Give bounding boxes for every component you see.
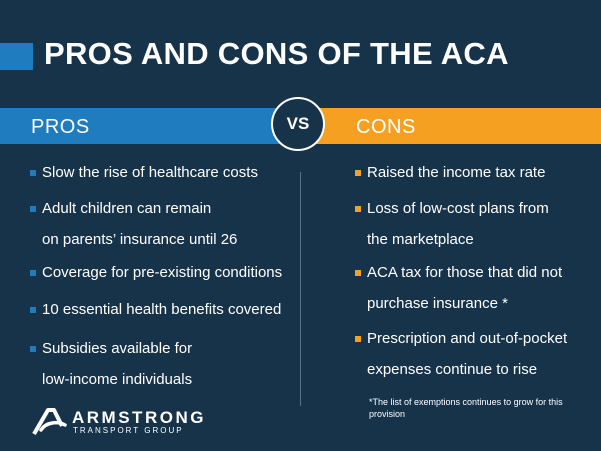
pros-item-text: Subsidies available for — [42, 340, 193, 357]
cons-item-text: the marketplace — [367, 231, 474, 248]
pros-bullet-icon — [30, 307, 36, 313]
cons-item-text: ACA tax for those that did not — [367, 264, 563, 281]
pros-header-band: PROS — [0, 108, 300, 144]
company-logo: ARMSTRONG TRANSPORT GROUP — [32, 408, 222, 438]
logo-tagline: TRANSPORT GROUP — [73, 426, 184, 435]
cons-bullet-icon — [355, 170, 361, 176]
pros-bullet-icon — [30, 206, 36, 212]
column-divider — [300, 172, 301, 406]
cons-bullet-icon — [355, 336, 361, 342]
footnote: *The list of exemptions continues to gro… — [369, 397, 563, 419]
pros-item-text: Coverage for pre-existing conditions — [42, 264, 283, 281]
vs-badge: VS — [271, 97, 325, 151]
pros-item-text: 10 essential health benefits covered — [42, 301, 282, 318]
cons-item-text: expenses continue to rise — [367, 361, 538, 378]
cons-item-text: Raised the income tax rate — [367, 164, 546, 181]
pros-item-text: low-income individuals — [42, 371, 193, 388]
title-accent-bar — [0, 43, 33, 70]
pros-label: PROS — [31, 116, 90, 138]
armstrong-logo-icon — [32, 408, 67, 436]
cons-header-band: CONS — [300, 108, 601, 144]
cons-item-text: purchase insurance * — [367, 295, 508, 312]
pros-item-text: Adult children can remain — [42, 200, 212, 217]
pros-bullet-icon — [30, 346, 36, 352]
pros-bullet-icon — [30, 270, 36, 276]
pros-bullet-icon — [30, 170, 36, 176]
cons-bullet-icon — [355, 206, 361, 212]
logo-name: ARMSTRONG — [72, 408, 206, 427]
pros-item-text: on parents’ insurance until 26 — [42, 231, 238, 248]
cons-bullet-icon — [355, 270, 361, 276]
vs-label: VS — [286, 114, 310, 133]
cons-item-text: Loss of low-cost plans from — [367, 200, 549, 217]
cons-item-text: Prescription and out-of-pocket — [367, 330, 568, 347]
cons-label: CONS — [356, 116, 416, 138]
pros-item-text: Slow the rise of healthcare costs — [42, 164, 258, 181]
page-title: PROS AND CONS OF THE ACA — [44, 36, 509, 71]
